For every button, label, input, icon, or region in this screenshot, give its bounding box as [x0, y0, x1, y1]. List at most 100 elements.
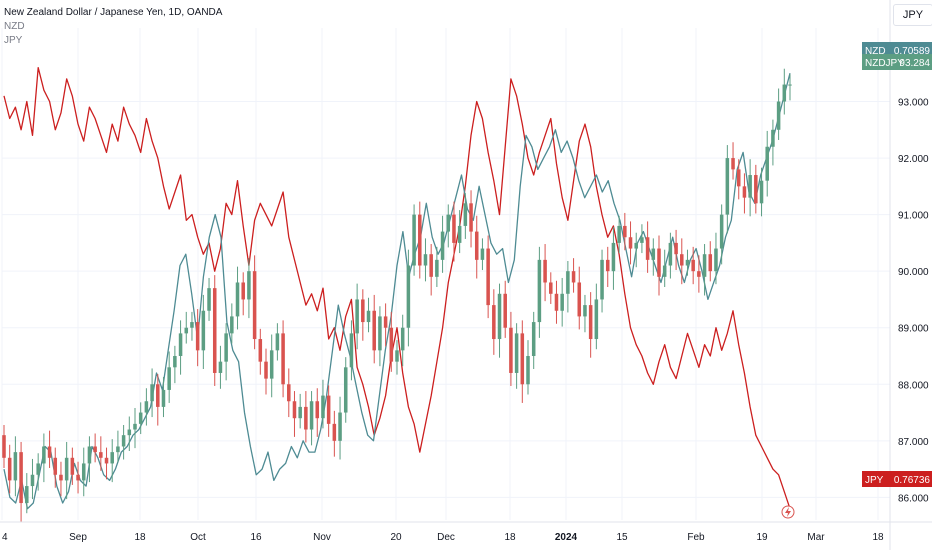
candle-body — [537, 259, 542, 323]
candle-body — [110, 452, 114, 464]
candle-body — [776, 101, 781, 130]
jpy-line — [3, 66, 791, 509]
candle-body — [2, 435, 6, 458]
candle-body — [406, 265, 411, 328]
price-tick-label: 88.000 — [898, 380, 929, 391]
candle-body — [30, 474, 35, 487]
candle-body — [298, 406, 302, 419]
candle-body — [252, 271, 257, 340]
candle-body — [509, 327, 513, 373]
candle-body — [201, 310, 206, 351]
candle-body — [315, 401, 320, 419]
candle-body — [566, 271, 570, 294]
candle-body — [99, 452, 103, 458]
price-tick-label: 89.000 — [898, 324, 929, 335]
candle-body — [674, 242, 678, 255]
candle-body — [554, 293, 559, 311]
candle-body — [338, 412, 342, 441]
candle-body — [742, 186, 747, 198]
price-axis-title[interactable]: JPY — [893, 4, 932, 26]
candle-body — [53, 457, 58, 475]
badge-jpy-value: 0.76736 — [894, 475, 931, 486]
candle-body — [247, 271, 251, 300]
candle-body — [355, 299, 359, 334]
candle-body — [7, 457, 12, 481]
time-tick-label: Mar — [807, 532, 825, 543]
candle-body — [714, 248, 718, 272]
candle-body — [383, 316, 388, 328]
time-tick-label: Nov — [313, 532, 331, 543]
legend-nzd[interactable]: NZD — [4, 21, 25, 32]
candle-body — [326, 395, 331, 424]
candle-body — [264, 361, 268, 379]
legend-jpy[interactable]: JPY — [4, 35, 23, 46]
candle-body — [605, 259, 610, 272]
candle-body — [691, 259, 695, 272]
candle-body — [332, 423, 337, 441]
candle-body — [668, 242, 673, 266]
candle-body — [76, 474, 80, 481]
candle-body — [549, 282, 553, 294]
candle-body — [42, 446, 46, 464]
candle-body — [138, 412, 143, 424]
badge-jpy-name: JPY — [865, 475, 884, 486]
candle-body — [469, 203, 473, 232]
candle-body — [70, 457, 75, 475]
candle-body — [287, 384, 291, 402]
candle-body — [64, 457, 69, 481]
time-tick-label: 20 — [390, 532, 402, 543]
price-tick-label: 93.000 — [898, 98, 929, 109]
candle-body — [788, 84, 792, 86]
candle-body — [526, 356, 530, 385]
candle-body — [708, 254, 713, 272]
candle-body — [662, 265, 667, 277]
badge-nzdjpy-value: 93.284 — [899, 58, 930, 69]
candle-body — [640, 237, 644, 243]
candle-body — [423, 254, 428, 266]
candle-body — [230, 316, 234, 334]
badge-nzd-name: NZD — [865, 46, 886, 57]
candle-body — [623, 225, 627, 238]
candle-body — [343, 367, 348, 413]
time-tick-label: 15 — [616, 532, 628, 543]
candle-body — [81, 463, 86, 481]
candle-body — [492, 305, 496, 340]
candles — [2, 68, 792, 522]
candle-body — [378, 316, 382, 351]
time-tick-label: 19 — [756, 532, 768, 543]
candle-body — [144, 401, 149, 413]
candle-body — [765, 146, 769, 181]
candle-body — [19, 452, 23, 504]
candle-body — [520, 333, 525, 385]
candle-body — [366, 310, 371, 323]
candle-body — [480, 248, 485, 260]
candle-body — [47, 446, 52, 458]
candle-body — [258, 339, 263, 362]
candle-body — [309, 401, 314, 430]
candle-body — [241, 282, 245, 300]
candle-body — [304, 406, 308, 430]
candle-body — [104, 457, 109, 464]
candle-body — [543, 259, 547, 283]
candle-body — [452, 214, 456, 243]
candle-body — [173, 356, 177, 368]
candle-body — [657, 248, 661, 277]
price-tick-label: 90.000 — [898, 267, 929, 278]
candle-body — [349, 333, 354, 368]
candle-body — [389, 327, 394, 362]
candle-body — [156, 384, 160, 407]
price-tick-label: 86.000 — [898, 493, 929, 504]
candle-body — [435, 259, 439, 277]
price-tick-label: 91.000 — [898, 211, 929, 222]
candle-body — [588, 305, 593, 340]
price-tick-label: 92.000 — [898, 154, 929, 165]
candle-body — [651, 248, 656, 260]
chart-title: New Zealand Dollar / Japanese Yen, 1D, O… — [4, 7, 223, 18]
candle-body — [292, 401, 297, 419]
candle-body — [178, 333, 183, 356]
time-tick-label: Oct — [190, 532, 206, 543]
